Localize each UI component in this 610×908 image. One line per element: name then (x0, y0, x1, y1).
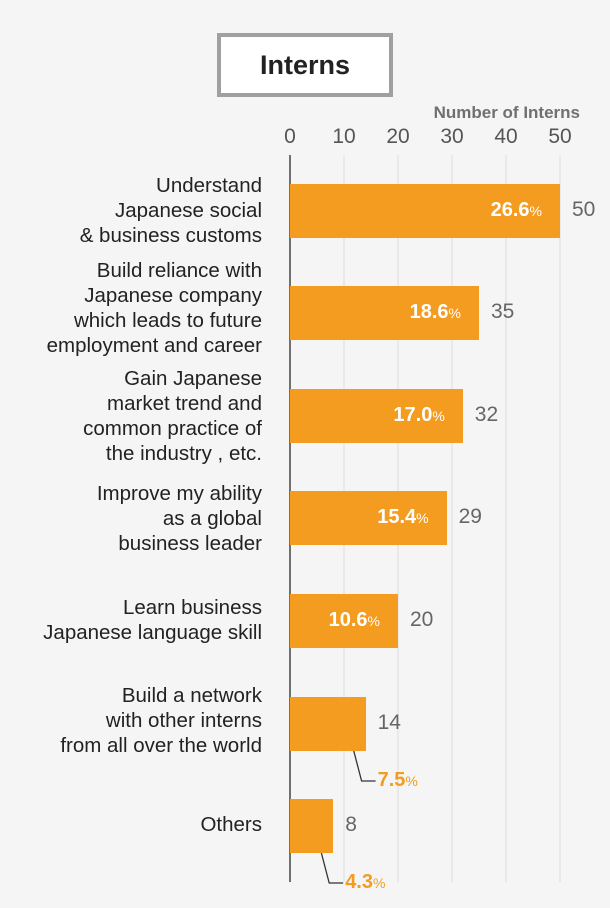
x-tick-label: 20 (386, 125, 410, 148)
x-axis-label: Number of Interns (433, 103, 580, 122)
percent-sign: % (448, 305, 461, 321)
x-tick-label: 40 (494, 125, 518, 148)
bar-value-label: 35 (491, 300, 515, 323)
chart-title: Interns (217, 33, 393, 97)
bar-percent-label: 4.3% (345, 871, 385, 894)
category-label-line: Others (200, 812, 262, 836)
category-label-line: Build reliance with (96, 259, 262, 282)
bar-percent-value: 17.0 (393, 404, 433, 426)
percent-sign: % (416, 510, 429, 526)
category-label-line: Gain Japanese (124, 367, 262, 390)
category-label: Others (2, 812, 262, 837)
category-label: Improve my ability as a global business le… (2, 481, 262, 556)
bar-percent-label: 10.6% (290, 609, 380, 632)
percent-sign: % (529, 203, 542, 219)
category-label: Understand Japanese social & business cust… (2, 173, 262, 248)
bar-percent-value: 10.6 (328, 609, 368, 631)
category-label-line: Japanese social (114, 198, 262, 222)
bar (290, 491, 447, 545)
category-label: Build reliance with Japanese company which… (2, 258, 262, 358)
bar (290, 286, 479, 340)
bar (290, 594, 398, 648)
category-label-line: as a global (162, 506, 262, 530)
bar-percent-value: 7.5 (377, 769, 406, 791)
percent-sign: % (367, 613, 380, 629)
category-label-line: the industry , etc. (105, 442, 262, 465)
category-label-line: with other interns (105, 708, 262, 732)
bar (290, 184, 560, 238)
category-label-line: Build a network (121, 683, 262, 707)
category-label-line: employment and career (46, 334, 262, 357)
bar-value-label: 8 (345, 813, 357, 836)
bar-value-label: 29 (458, 505, 482, 528)
percent-sign: % (405, 773, 418, 789)
bar-value-label: 20 (410, 608, 434, 631)
percent-sign: % (373, 875, 386, 891)
category-label-line: from all over the world (60, 733, 262, 757)
category-label-line: Japanese language skill (43, 621, 262, 644)
category-label-line: business leader (118, 531, 262, 555)
bar-value-label: 32 (474, 403, 499, 426)
category-label-line: & business customs (79, 223, 262, 247)
category-label: Learn business Japanese language skill (2, 595, 262, 645)
bar-percent-value: 26.6 (490, 199, 530, 221)
category-label-line: which leads to future (73, 309, 262, 332)
category-label: Build a network with other interns from al… (2, 683, 262, 758)
bar-percent-value: 18.6 (409, 301, 449, 323)
category-label-line: Improve my ability (96, 481, 262, 505)
x-tick-label: 0 (284, 125, 296, 148)
category-label: Gain Japanese market trend and common prac… (2, 366, 262, 466)
bar-percent-value: 4.3 (345, 871, 373, 893)
bar-percent-label: 15.4% (339, 506, 429, 529)
bar (290, 389, 463, 443)
bar (290, 799, 334, 853)
bar-percent-value: 15.4 (377, 506, 417, 528)
category-label-line: Learn business (122, 596, 262, 619)
percent-sign: % (432, 408, 445, 424)
bar-percent-label: 17.0% (355, 404, 445, 427)
bar-value-label: 14 (377, 711, 401, 734)
category-label-line: Understand (156, 173, 262, 197)
bar-value-label: 50 (572, 198, 596, 221)
category-label-line: Japanese company (84, 284, 262, 307)
x-tick-label: 50 (548, 125, 572, 148)
bar-percent-label: 7.5% (378, 769, 418, 792)
x-tick-label: 10 (332, 125, 356, 148)
x-tick-label: 30 (440, 125, 464, 148)
bar-percent-label: 18.6% (371, 301, 461, 324)
bar (290, 697, 366, 751)
category-label-line: common practice of (83, 417, 262, 440)
category-label-line: market trend and (107, 392, 262, 415)
bar-percent-label: 26.6% (452, 199, 542, 222)
